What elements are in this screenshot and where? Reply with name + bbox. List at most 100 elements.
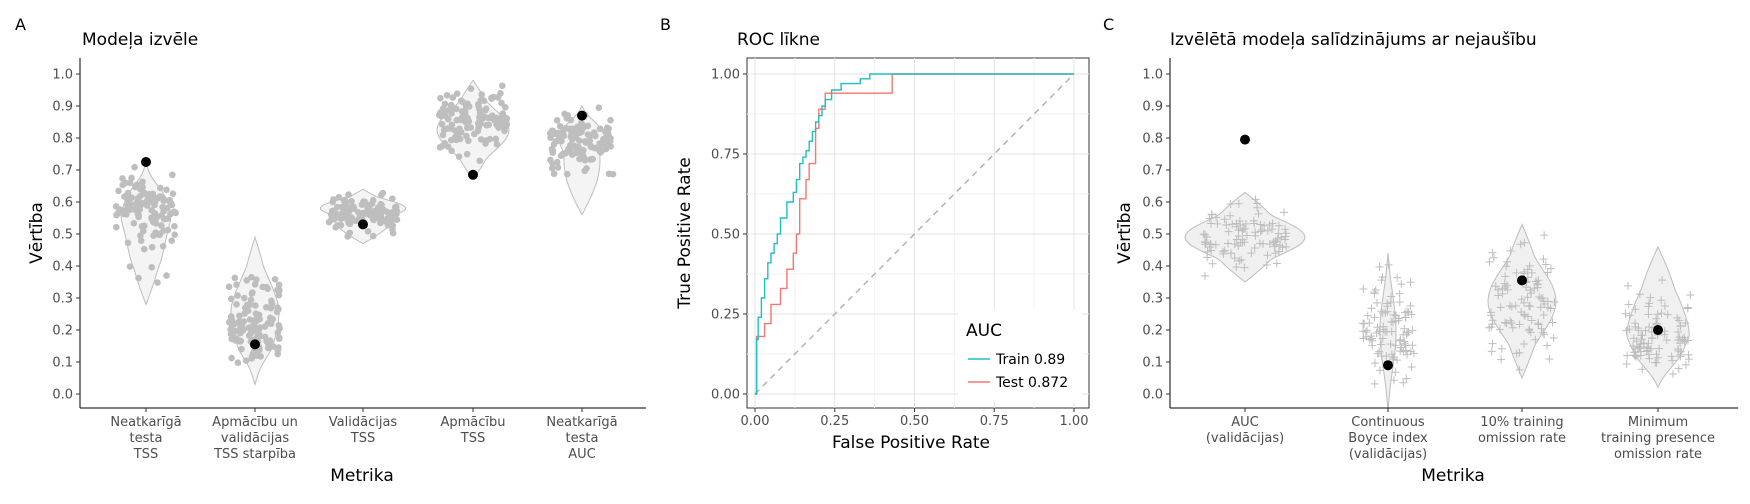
data-point (1404, 328, 1413, 337)
selected-model-point (1383, 360, 1393, 371)
data-point (563, 170, 571, 178)
data-point (1673, 344, 1682, 353)
data-point (265, 341, 272, 349)
data-point (1226, 249, 1235, 258)
axes: 0.00.10.20.30.40.50.60.70.80.91.0AUC(val… (1142, 58, 1738, 462)
data-point (167, 200, 175, 207)
data-point (1487, 347, 1496, 356)
data-point (464, 137, 472, 145)
data-point (1260, 221, 1269, 230)
data-point (1624, 300, 1633, 309)
data-point (1263, 251, 1272, 260)
data-point (467, 85, 475, 93)
data-point (1370, 288, 1379, 297)
data-point (1400, 324, 1409, 333)
x-tick-label: 0.25 (820, 414, 849, 429)
data-point (548, 164, 556, 172)
data-point (1371, 285, 1380, 294)
data-point (1251, 231, 1260, 240)
data-point (1637, 335, 1646, 344)
x-tick-label: Validācijas (329, 415, 398, 430)
chart-title-b: ROC līkne (737, 30, 820, 50)
data-point (1623, 351, 1632, 360)
data-point (436, 144, 444, 151)
data-point (1399, 347, 1408, 356)
data-point (1651, 358, 1660, 367)
data-point (1274, 221, 1283, 230)
data-point (1653, 310, 1662, 319)
data-point (556, 122, 564, 130)
data-point (444, 115, 452, 123)
data-point (264, 285, 271, 293)
data-point (1648, 334, 1656, 343)
data-point (1200, 237, 1209, 246)
data-point (126, 179, 134, 187)
data-point (236, 338, 244, 345)
data-point (1675, 316, 1683, 325)
x-tick-label: omission rate (1614, 447, 1702, 462)
data-point (474, 127, 482, 135)
data-point (1645, 323, 1654, 332)
data-point (1358, 319, 1367, 328)
y-tick-label: 0.3 (1142, 292, 1163, 307)
data-point (1377, 340, 1386, 349)
data-point (358, 201, 366, 208)
y-tick-label: 0.6 (52, 196, 73, 211)
data-point (1668, 356, 1677, 365)
data-point (1259, 239, 1268, 248)
data-point (443, 91, 451, 99)
data-point (333, 203, 341, 211)
data-point (1388, 355, 1397, 364)
data-point (1539, 310, 1548, 319)
data-point (550, 170, 558, 178)
data-point (1268, 225, 1277, 234)
data-point (1384, 260, 1393, 269)
data-point (1527, 289, 1536, 298)
data-point (1241, 219, 1250, 228)
data-point (1635, 290, 1644, 299)
y-tick-label: 0.7 (1142, 164, 1163, 179)
data-point (1641, 326, 1650, 335)
selected-model-point (1653, 325, 1663, 335)
data-point (255, 316, 262, 323)
data-point (1359, 334, 1368, 343)
data-point (234, 359, 242, 366)
data-point (1660, 301, 1669, 310)
data-point (1368, 336, 1377, 345)
data-point (1485, 257, 1494, 266)
data-point (1408, 326, 1417, 335)
data-point (1407, 363, 1416, 372)
data-point (1235, 217, 1244, 226)
data-point (1489, 253, 1498, 262)
data-point (447, 125, 455, 132)
data-point (563, 114, 571, 122)
x-tick-label: Neatkarīgā (110, 415, 181, 430)
data-point (169, 190, 177, 198)
data-point (388, 217, 395, 225)
data-point (246, 316, 254, 323)
roc-line-train (755, 73, 1074, 395)
data-point (1389, 376, 1398, 385)
data-point (1629, 342, 1638, 351)
data-point (368, 212, 376, 219)
data-point (143, 202, 151, 209)
data-point (1520, 310, 1529, 319)
data-point (581, 138, 589, 145)
x-tick-label: 0.75 (980, 414, 1009, 429)
data-point (1644, 310, 1653, 319)
y-tick-label: 0.1 (52, 356, 73, 371)
data-point (346, 220, 354, 228)
data-point (389, 226, 396, 233)
data-point (392, 203, 400, 210)
data-point (498, 114, 505, 121)
data-point (1652, 314, 1661, 323)
data-point (1222, 220, 1231, 229)
data-point (1538, 294, 1547, 303)
data-point (1280, 208, 1289, 217)
data-point (1213, 219, 1222, 228)
data-point (225, 283, 233, 291)
data-point (356, 213, 364, 221)
data-point (169, 171, 176, 179)
data-point (231, 274, 239, 282)
data-point (497, 90, 504, 97)
